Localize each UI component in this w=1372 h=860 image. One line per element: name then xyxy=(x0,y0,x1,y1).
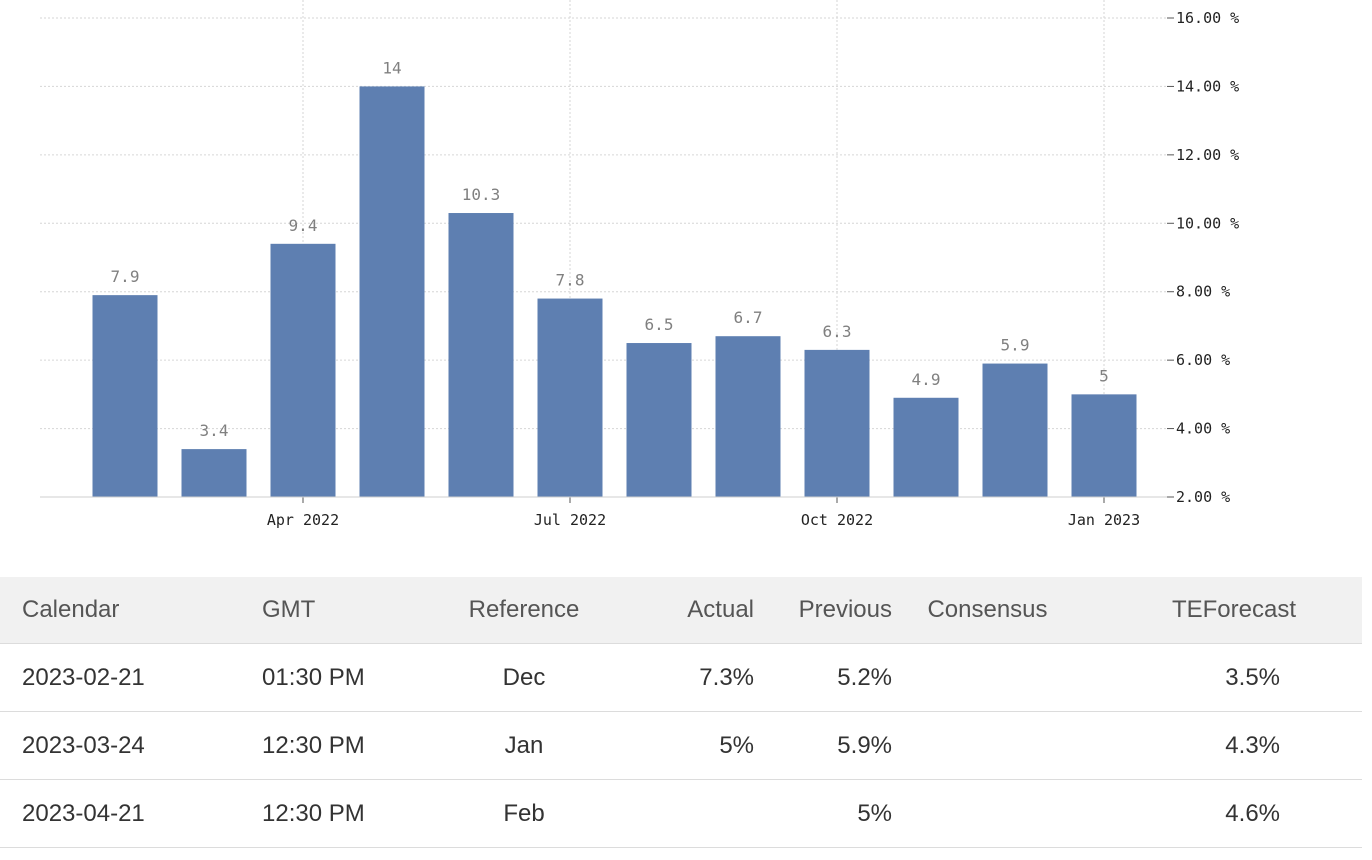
cell-consensus xyxy=(900,643,1075,712)
bar-value-label: 6.3 xyxy=(823,322,852,341)
bar-value-label: 14 xyxy=(382,58,401,77)
cell-gmt: 12:30 PM xyxy=(240,779,434,848)
bar xyxy=(893,397,959,497)
header-calendar: Calendar xyxy=(0,577,240,644)
bar xyxy=(715,336,781,497)
cell-previous: 5.9% xyxy=(762,711,900,780)
x-tick-label: Jan 2023 xyxy=(1068,511,1140,529)
cell-gmt: 01:30 PM xyxy=(240,643,434,712)
bar xyxy=(92,295,158,497)
header-reference: Reference xyxy=(434,577,614,644)
cell-teforecast: 4.3% xyxy=(1075,711,1362,780)
y-tick-label: 16.00 % xyxy=(1176,9,1239,27)
y-tick-label: 10.00 % xyxy=(1176,214,1239,232)
cell-previous: 5% xyxy=(762,779,900,848)
cell-consensus xyxy=(900,779,1075,848)
bar-value-label: 5 xyxy=(1099,366,1109,385)
y-tick-label: 14.00 % xyxy=(1176,77,1239,95)
bar-value-label: 5.9 xyxy=(1001,336,1030,355)
bar-value-label: 9.4 xyxy=(289,216,318,235)
y-tick-label: 2.00 % xyxy=(1176,488,1230,506)
header-consensus: Consensus xyxy=(900,577,1075,644)
cell-actual: 7.3% xyxy=(614,643,762,712)
cell-consensus xyxy=(900,711,1075,780)
cell-teforecast: 3.5% xyxy=(1075,643,1362,712)
bar-value-label: 10.3 xyxy=(462,185,501,204)
cell-reference: Feb xyxy=(434,779,614,848)
header-actual: Actual xyxy=(614,577,762,644)
bar xyxy=(181,449,247,497)
bar-value-label: 4.9 xyxy=(912,370,941,389)
chart-value-labels: 7.9 3.4 9.4 14 10.3 7.8 6.5 6.7 6.3 4.9 5.9 5 xyxy=(111,58,1109,440)
bar-value-label: 7.9 xyxy=(111,267,140,286)
bar xyxy=(626,343,692,497)
x-tick-label: Oct 2022 xyxy=(801,511,873,529)
cell-calendar: 2023-04-21 xyxy=(0,779,240,848)
bar-value-label: 3.4 xyxy=(200,421,229,440)
economic-calendar-table: Calendar GMT Reference Actual Previous C… xyxy=(0,577,1362,848)
cell-actual: 5% xyxy=(614,711,762,780)
cell-gmt: 12:30 PM xyxy=(240,711,434,780)
cell-calendar: 2023-03-24 xyxy=(0,711,240,780)
bar xyxy=(804,349,870,497)
cell-actual xyxy=(614,779,762,848)
bar-value-label: 6.5 xyxy=(645,315,674,334)
header-previous: Previous xyxy=(762,577,900,644)
bar xyxy=(1071,394,1137,497)
chart-bars xyxy=(92,86,1137,497)
bar xyxy=(448,213,514,497)
header-gmt: GMT xyxy=(240,577,434,644)
y-tick-label: 12.00 % xyxy=(1176,146,1239,164)
cell-reference: Jan xyxy=(434,711,614,780)
bar xyxy=(982,363,1048,497)
cell-teforecast: 4.6% xyxy=(1075,779,1362,848)
bar xyxy=(359,86,425,497)
bar-chart: 7.9 3.4 9.4 14 10.3 7.8 6.5 6.7 6.3 4.9 5.9 5 2.00 … xyxy=(40,0,1239,529)
table-row: 2023-03-24 12:30 PM Jan 5% 5.9% 4.3% xyxy=(0,711,1362,780)
y-tick-label: 6.00 % xyxy=(1176,351,1230,369)
cell-previous: 5.2% xyxy=(762,643,900,712)
bar-value-label: 7.8 xyxy=(556,271,585,290)
table-header-row: Calendar GMT Reference Actual Previous C… xyxy=(0,577,1362,644)
x-tick-label: Apr 2022 xyxy=(267,511,339,529)
bar xyxy=(537,298,603,497)
table-row: 2023-02-21 01:30 PM Dec 7.3% 5.2% 3.5% xyxy=(0,643,1362,712)
cell-reference: Dec xyxy=(434,643,614,712)
bar-value-label: 6.7 xyxy=(734,308,763,327)
bar xyxy=(270,243,336,497)
cell-calendar: 2023-02-21 xyxy=(0,643,240,712)
y-tick-label: 8.00 % xyxy=(1176,283,1230,301)
header-teforecast: TEForecast xyxy=(1075,577,1362,644)
table-row: 2023-04-21 12:30 PM Feb 5% 4.6% xyxy=(0,779,1362,848)
chart-axes: 2.00 % 4.00 % 6.00 % 8.00 % 10.00 % 12.00 % 14… xyxy=(40,9,1239,529)
y-tick-label: 4.00 % xyxy=(1176,420,1230,438)
x-tick-label: Jul 2022 xyxy=(534,511,606,529)
